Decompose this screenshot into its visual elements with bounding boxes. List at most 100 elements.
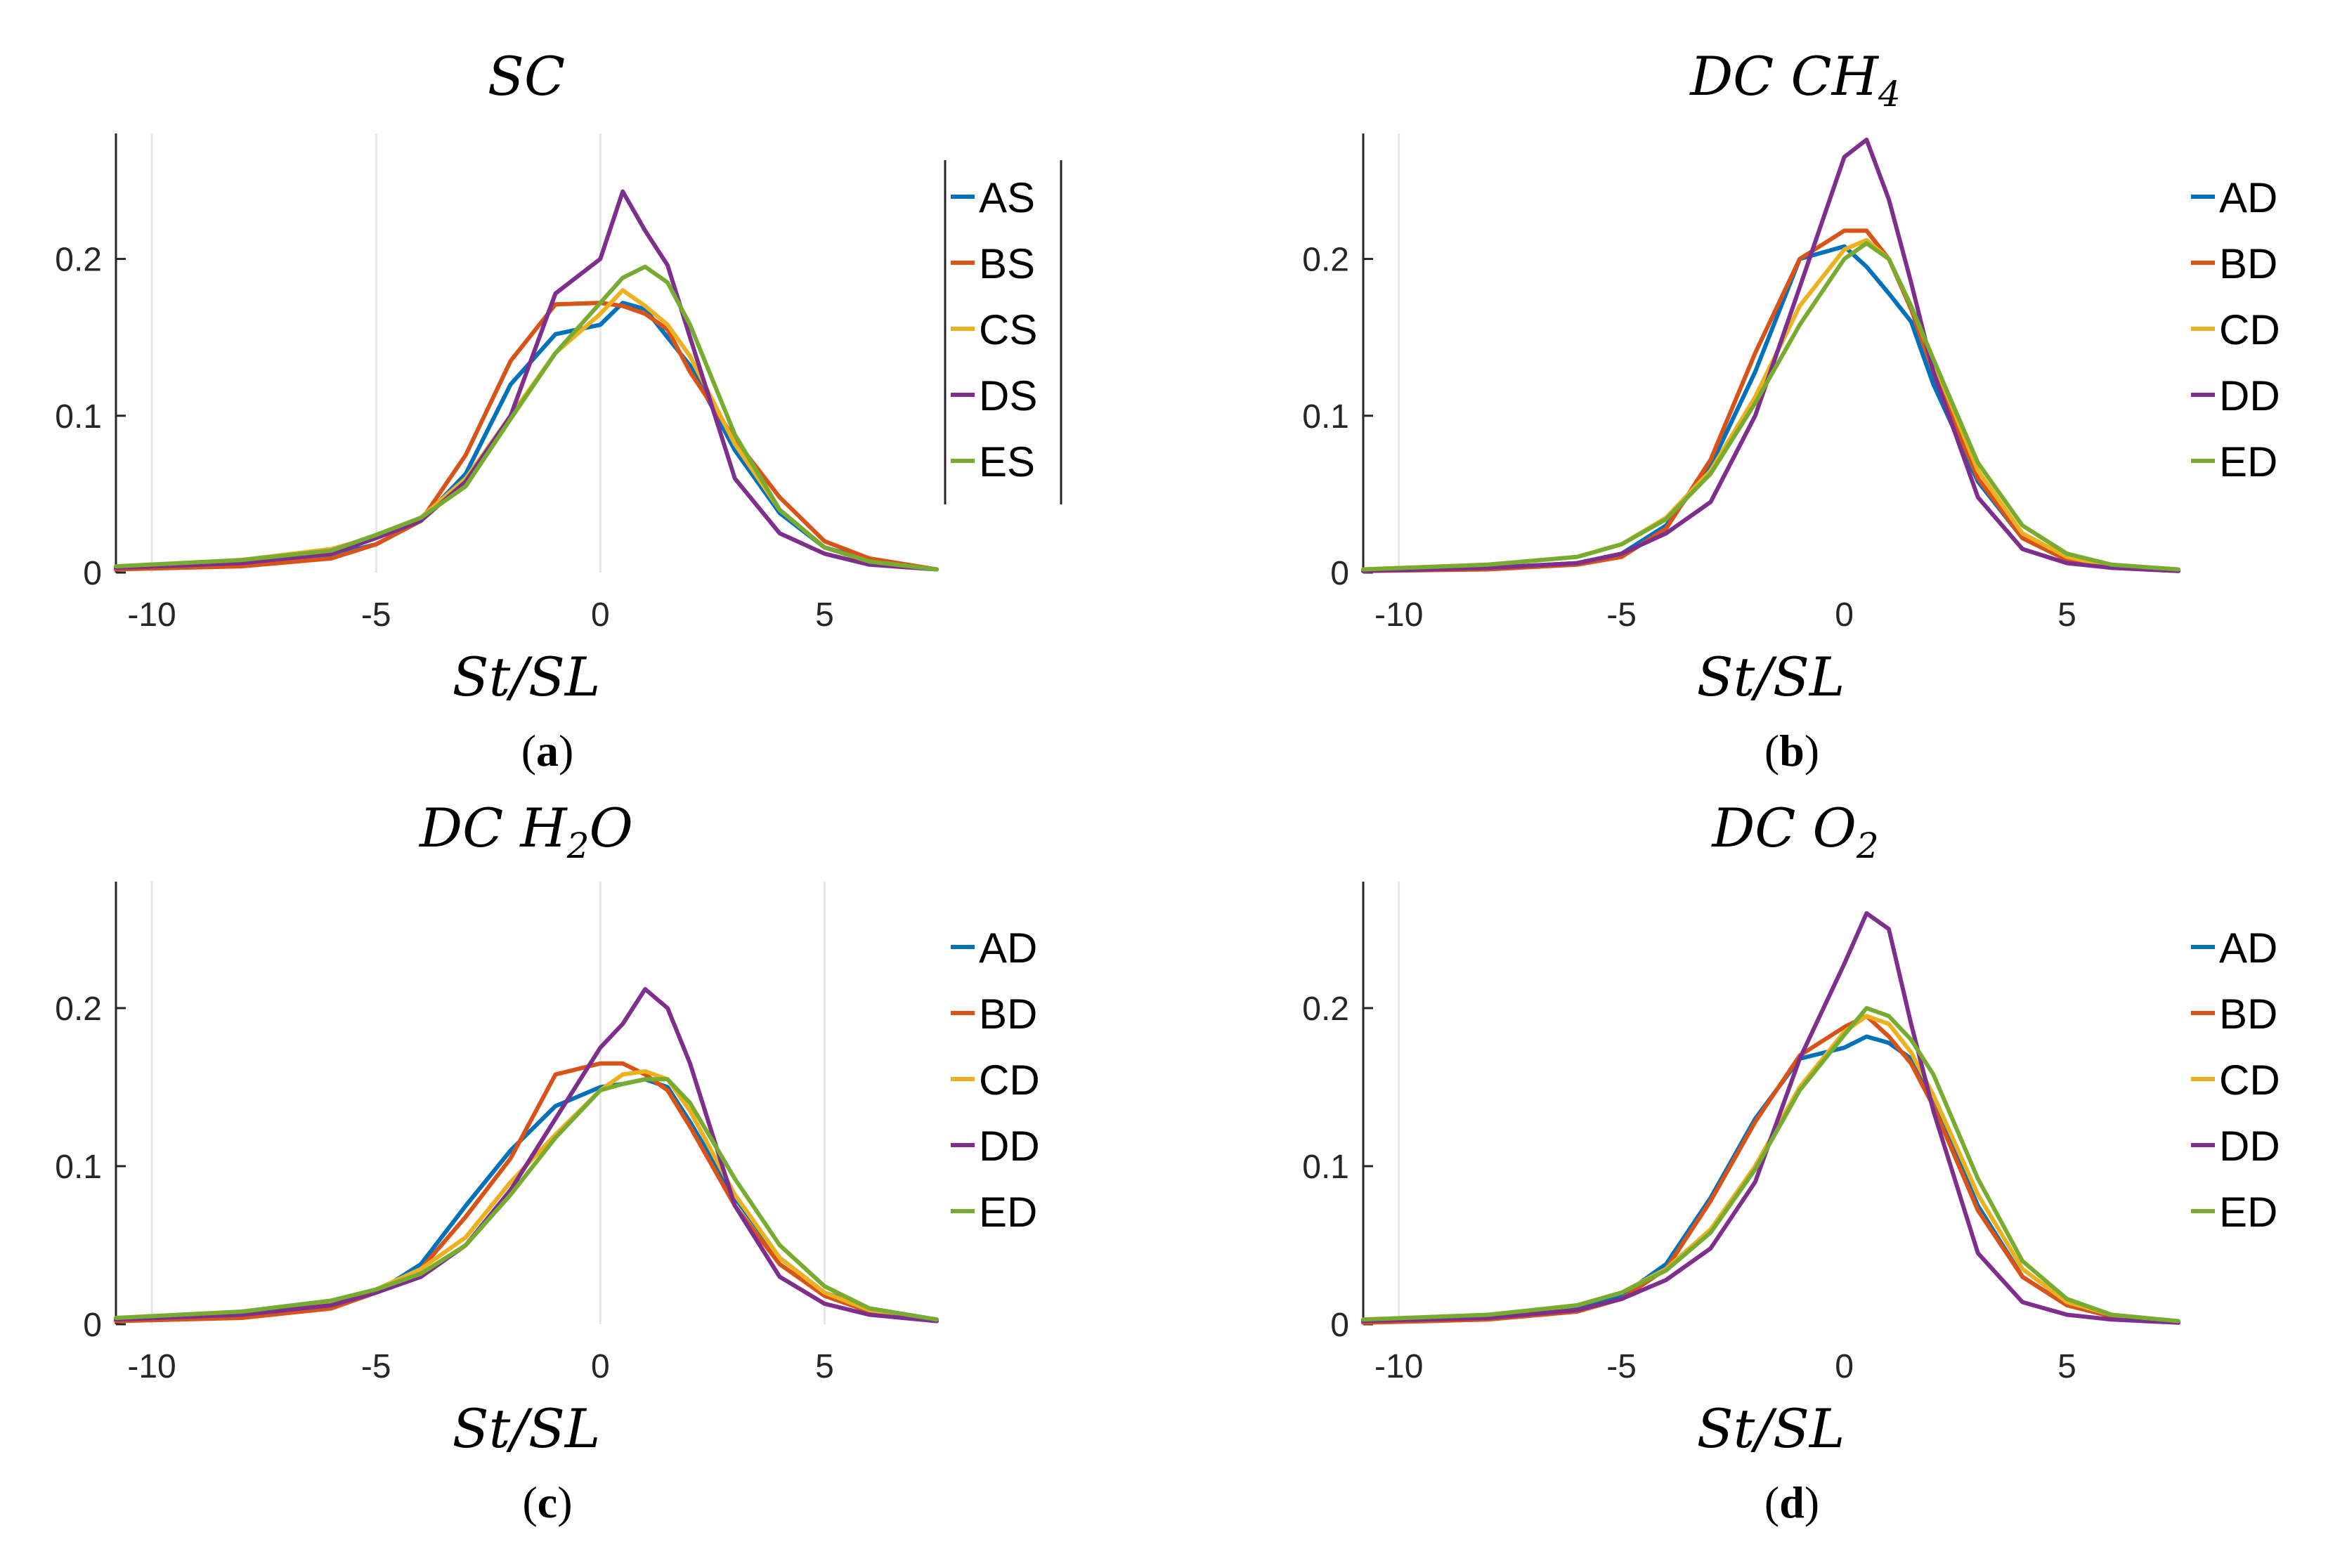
panel-label-close: ) bbox=[557, 1477, 572, 1527]
x-tick-label: -10 bbox=[1374, 596, 1423, 634]
y-tick-label: 0.2 bbox=[1302, 242, 1349, 279]
x-axis-label-text: St/SL bbox=[453, 1397, 601, 1460]
chart-title-main: DC CH bbox=[1689, 45, 1879, 107]
x-tick-label: 0 bbox=[1835, 1348, 1854, 1385]
series-line-bd bbox=[1361, 228, 2180, 573]
series-line-bs bbox=[114, 301, 939, 572]
x-tick-label: -10 bbox=[1374, 1348, 1423, 1385]
x-tick-label: -5 bbox=[361, 596, 391, 634]
y-tick-label: 0 bbox=[1330, 1307, 1349, 1344]
legend-label-cs: CS bbox=[979, 306, 1037, 353]
legend-label-bs: BS bbox=[979, 240, 1035, 287]
panel-label-open: ( bbox=[521, 726, 536, 776]
chart-panel-a: 0 0.1 0.2 -10 -5 0 5 SC St/SL (a) AS BS CS DS ES bbox=[55, 45, 1062, 776]
legend-label-ad: AD bbox=[2219, 174, 2277, 221]
x-tick-label: 5 bbox=[815, 596, 834, 634]
y-tick-label: 0.1 bbox=[1302, 1149, 1349, 1186]
x-axis-label: St/SL bbox=[1697, 646, 1845, 708]
legend-label-dd: DD bbox=[2219, 372, 2280, 419]
y-tick-label: 0.1 bbox=[55, 1149, 102, 1186]
x-axis-label-text: St/SL bbox=[1697, 1397, 1845, 1460]
legend-label-cd: CD bbox=[2219, 1057, 2280, 1104]
series-line-es bbox=[114, 264, 939, 572]
y-tick-label: 0 bbox=[83, 555, 102, 592]
x-axis-label-text: St/SL bbox=[1697, 646, 1845, 708]
panel-label: (d) bbox=[1764, 1477, 1819, 1527]
panel-label-open: ( bbox=[522, 1477, 537, 1527]
x-tick-label: 5 bbox=[2057, 596, 2076, 634]
x-axis-label: St/SL bbox=[453, 646, 601, 708]
legend-label-ds: DS bbox=[979, 372, 1037, 419]
chart-title-subscript: 2 bbox=[566, 825, 590, 866]
x-tick-label: 0 bbox=[591, 596, 610, 634]
chart-panel-c: 0 0.1 0.2 -10 -5 0 5 DC H2O St/SL (c) AD BD CD DD ED bbox=[55, 797, 1039, 1527]
legend-label-ad: AD bbox=[979, 925, 1037, 972]
legend-label-bd: BD bbox=[979, 991, 1037, 1038]
x-tick-label: -5 bbox=[1606, 1348, 1637, 1385]
y-tick-label: 0.2 bbox=[1302, 991, 1349, 1028]
legend-label-ed: ED bbox=[2219, 1189, 2277, 1236]
legend-label-dd: DD bbox=[2219, 1123, 2280, 1170]
panel-label: (a) bbox=[521, 726, 574, 776]
series-line-dd bbox=[1361, 911, 2180, 1325]
legend-label-bd: BD bbox=[2219, 240, 2277, 287]
x-tick-label: -10 bbox=[127, 596, 176, 634]
x-tick-label: -10 bbox=[127, 1348, 176, 1385]
legend: AS BS CS DS ES bbox=[944, 160, 1062, 504]
panel-label-close: ) bbox=[1805, 1477, 1819, 1527]
x-tick-label: 0 bbox=[1835, 596, 1854, 634]
series-line-cd bbox=[114, 1069, 939, 1322]
x-axis-label: St/SL bbox=[1697, 1397, 1845, 1460]
series-line-ad bbox=[1361, 244, 2180, 573]
panel-label-open: ( bbox=[1764, 726, 1779, 776]
chart-title-main: DC H bbox=[418, 797, 568, 859]
series-line-cs bbox=[114, 288, 939, 572]
series-line-ed bbox=[1361, 241, 2180, 572]
legend-label-ed: ED bbox=[979, 1189, 1037, 1236]
series-line-ed bbox=[1361, 1006, 2180, 1324]
legend-label-dd: DD bbox=[979, 1123, 1040, 1170]
panel-label-close: ) bbox=[1805, 726, 1819, 776]
y-tick-label: 0.1 bbox=[1302, 398, 1349, 436]
chart-title-subscript: 2 bbox=[1856, 825, 1879, 866]
y-tick-label: 0 bbox=[83, 1307, 102, 1344]
y-tick-label: 0.2 bbox=[55, 991, 102, 1028]
chart-title-main: DC O bbox=[1710, 797, 1857, 859]
series-line-dd bbox=[1361, 137, 2180, 573]
legend: AD BD CD DD ED bbox=[2191, 174, 2280, 485]
chart-title: DC H2O bbox=[418, 797, 633, 866]
x-tick-label: 0 bbox=[591, 1348, 610, 1385]
legend-label-ed: ED bbox=[2219, 438, 2277, 485]
chart-title: DC CH4 bbox=[1689, 45, 1900, 115]
legend-label-ad: AD bbox=[2219, 925, 2277, 972]
chart-panel-d: 0 0.1 0.2 -10 -5 0 5 DC O2 St/SL (d) AD BD CD DD ED bbox=[1302, 797, 2280, 1527]
series-line-ed bbox=[114, 1077, 939, 1322]
panel-label-open: ( bbox=[1764, 1477, 1779, 1527]
y-tick-label: 0.1 bbox=[55, 398, 102, 436]
series-line-dd bbox=[114, 987, 939, 1324]
legend-label-as: AS bbox=[979, 174, 1035, 221]
legend-label-cd: CD bbox=[979, 1057, 1040, 1104]
legend-label-bd: BD bbox=[2219, 991, 2277, 1038]
legend: AD BD CD DD ED bbox=[951, 925, 1040, 1236]
x-axis-label-text: St/SL bbox=[453, 646, 601, 708]
chart-title: SC bbox=[488, 45, 565, 107]
chart-title-main: SC bbox=[488, 45, 565, 107]
panel-label-letter: a bbox=[536, 726, 559, 776]
panel-label-letter: c bbox=[538, 1477, 557, 1527]
x-tick-label: 5 bbox=[2057, 1348, 2076, 1385]
panel-label-letter: d bbox=[1779, 1477, 1805, 1527]
series-line-ds bbox=[114, 189, 939, 572]
series-line-bd bbox=[1361, 1014, 2180, 1325]
series-line-cd bbox=[1361, 1014, 2180, 1325]
chart-title: DC O2 bbox=[1710, 797, 1878, 866]
chart-title-suffix: O bbox=[590, 797, 633, 859]
legend-label-es: ES bbox=[979, 438, 1035, 485]
chart-panel-b: 0 0.1 0.2 -10 -5 0 5 DC CH4 St/SL (b) AD BD CD DD ED bbox=[1302, 45, 2280, 776]
y-tick-label: 0 bbox=[1330, 555, 1349, 592]
chart-title-subscript: 4 bbox=[1878, 74, 1901, 115]
x-tick-label: -5 bbox=[1606, 596, 1637, 634]
series-line-ad bbox=[1361, 1034, 2180, 1325]
series-line-cd bbox=[1361, 237, 2180, 573]
